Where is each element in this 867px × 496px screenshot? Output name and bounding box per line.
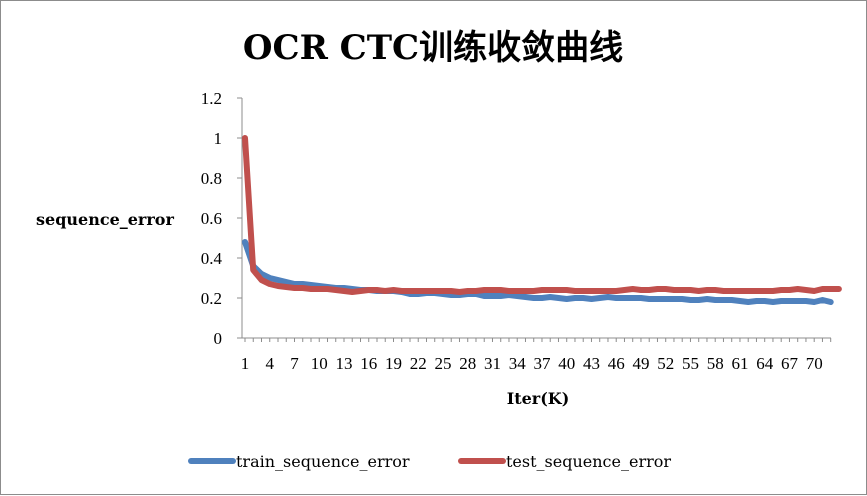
x-tick-label: 49 [632,354,649,373]
x-tick-label: 28 [459,354,476,373]
x-tick-label: 61 [731,354,748,373]
x-tick-label: 1 [241,354,250,373]
x-tick-label: 70 [806,354,823,373]
x-tick-label: 43 [583,354,600,373]
y-tick-label: 0 [214,329,223,348]
x-tick-label: 34 [509,354,527,373]
legend-label: train_sequence_error [236,452,410,471]
x-tick-label: 31 [484,354,501,373]
x-tick-label: 46 [608,354,625,373]
x-tick-label: 22 [410,354,427,373]
x-tick-label: 67 [781,354,799,373]
x-tick-label: 25 [434,354,451,373]
x-tick-label: 64 [756,354,774,373]
y-axis-label: sequence_error [36,210,174,229]
legend: train_sequence_error test_sequence_error [188,452,671,471]
x-tick-label: 13 [335,354,352,373]
x-tick-label: 16 [360,354,377,373]
series-layer [242,135,842,305]
x-tick-label: 37 [533,354,551,373]
x-axis: 1 4 7 10 13 16 19 22 25 28 31 34 37 40 43 46 49 52 55 58 61 6… [241,337,832,373]
y-tick-label: 1 [214,129,223,148]
x-tick-label: 58 [707,354,724,373]
x-tick-label: 4 [265,354,274,373]
y-tick-label: 1.2 [201,89,222,108]
x-tick-label: 40 [558,354,575,373]
x-axis-label: Iter(K) [507,389,570,408]
x-tick-label: 52 [657,354,674,373]
legend-label: test_sequence_error [506,452,671,471]
y-tick-label: 0.2 [201,289,222,308]
chart-title: OCR CTC训练收敛曲线 [243,28,623,68]
x-tick-label: 19 [385,354,402,373]
x-tick-label: 55 [682,354,699,373]
series-line-test_sequence_error [242,135,842,295]
y-tick-label: 0.6 [201,209,222,228]
y-axis: 0 0.2 0.4 0.6 0.8 1 1.2 [201,89,243,348]
x-tick-label: 7 [290,354,299,373]
y-tick-label: 0.8 [201,169,222,188]
y-tick-label: 0.4 [201,249,223,268]
x-tick-label: 10 [311,354,328,373]
